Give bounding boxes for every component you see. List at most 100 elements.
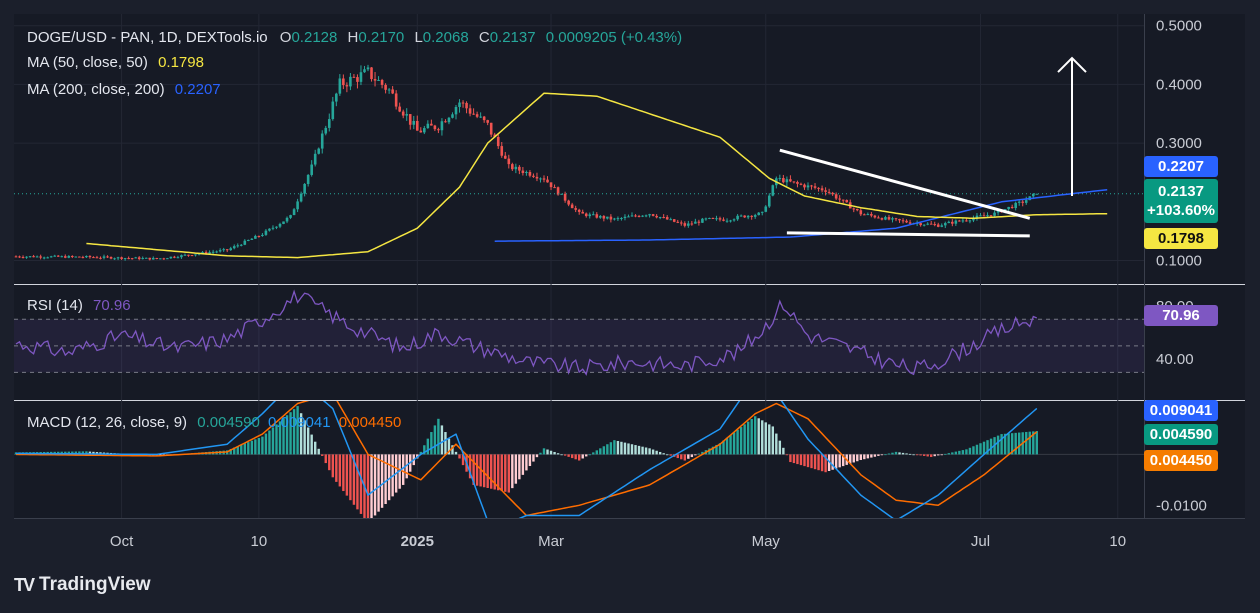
- macd-histogram-bar: [570, 454, 574, 459]
- candle-body: [426, 123, 430, 129]
- price-pane: [14, 64, 1144, 261]
- tradingview-logo-icon: TV: [14, 574, 35, 595]
- candle-body: [28, 256, 32, 258]
- candle-body: [370, 67, 373, 80]
- macd-histogram-bar: [497, 454, 500, 491]
- candle-body: [447, 117, 451, 123]
- candle-body: [648, 214, 651, 216]
- ma50-legend[interactable]: MA (50, close, 50) 0.1798: [27, 54, 204, 72]
- macd-histogram-bar: [732, 432, 736, 455]
- macd-axis-label: -0.0100: [1156, 497, 1207, 514]
- candle-body: [250, 238, 254, 240]
- macd-histogram-bar: [697, 453, 701, 455]
- symbol-label[interactable]: DOGE/USD - PAN, 1D, DEXTools.io: [27, 29, 268, 46]
- macd-histogram-bar: [620, 441, 623, 455]
- candle-body: [257, 235, 261, 237]
- last-price-value: 0.2137: [1158, 183, 1204, 200]
- rsi-legend[interactable]: RSI (14) 70.96: [27, 297, 131, 315]
- macd-histogram-bar: [676, 454, 679, 459]
- ma200-tag-value: 0.2207: [1158, 158, 1204, 175]
- macd-histogram-bar: [556, 453, 560, 455]
- macd-histogram-bar: [982, 441, 986, 455]
- macd-histogram-bar: [989, 438, 993, 455]
- candle-body: [405, 114, 409, 116]
- candle-body: [465, 102, 468, 109]
- ma200-legend[interactable]: MA (200, close, 200) 0.2207: [27, 81, 221, 99]
- candle-body: [954, 220, 958, 224]
- resistance-trendline[interactable]: [779, 148, 1031, 220]
- macd-histogram-bar: [708, 448, 711, 455]
- macd-histogram-bar: [74, 451, 78, 455]
- candle-body: [204, 252, 208, 254]
- macd-histogram-bar: [602, 446, 606, 455]
- ma200-line[interactable]: [494, 188, 1108, 242]
- macd-histogram-bar: [578, 454, 581, 461]
- macd-line-price-tag: 0.009041: [1144, 400, 1218, 421]
- macd-histogram-bar: [687, 454, 690, 459]
- macd-histogram-bar: [655, 450, 658, 455]
- candle-body: [141, 258, 145, 260]
- macd-histogram-bar: [683, 454, 686, 461]
- candle-body: [690, 223, 694, 225]
- candle-body: [366, 67, 370, 70]
- candle-body: [1035, 193, 1039, 195]
- macd-histogram-bar: [563, 454, 567, 456]
- candle-body: [525, 172, 528, 174]
- macd-histogram-bar: [616, 440, 620, 455]
- candle-body: [169, 256, 173, 259]
- candle-body: [665, 217, 669, 220]
- time-axis-label: Oct: [110, 533, 134, 550]
- macd-histogram-bar: [282, 418, 285, 455]
- macd-histogram-bar: [92, 451, 95, 455]
- macd-histogram-bar: [891, 452, 894, 455]
- macd-histogram-bar: [958, 450, 961, 455]
- candle-body: [644, 215, 648, 217]
- candle-body: [778, 178, 782, 180]
- macd-histogram-bar: [525, 454, 528, 471]
- rsi-line[interactable]: [15, 289, 1038, 376]
- macd-histogram-bar: [366, 454, 370, 518]
- tradingview-brand[interactable]: TV TradingView: [14, 574, 151, 596]
- macd-histogram-bar: [81, 451, 85, 455]
- macd-histogram-bar: [472, 454, 475, 485]
- support-trendline[interactable]: [786, 231, 1030, 238]
- ma50-line[interactable]: [86, 92, 1108, 259]
- candle-body: [320, 133, 324, 149]
- macd-histogram-bar: [1035, 431, 1038, 455]
- macd-legend[interactable]: MACD (12, 26, close, 9) 0.004590 0.00904…: [27, 414, 401, 432]
- macd-histogram-bar: [782, 447, 785, 455]
- candle-body: [672, 219, 676, 222]
- macd-histogram-bar: [877, 454, 880, 456]
- candle-body: [18, 256, 21, 258]
- macd-line[interactable]: [16, 378, 1038, 531]
- candle-body: [247, 239, 250, 241]
- macd-histogram-bar: [922, 454, 926, 456]
- macd-histogram-bar: [567, 454, 570, 457]
- macd-histogram-bar: [328, 454, 331, 471]
- candle-body: [102, 256, 106, 258]
- macd-histogram-bar: [419, 451, 422, 455]
- macd-histogram-bar: [817, 454, 820, 471]
- candle-body: [771, 185, 775, 196]
- candle-body: [236, 245, 240, 247]
- candle-body: [599, 216, 602, 218]
- candle-body: [95, 257, 99, 259]
- candle-body: [296, 201, 299, 210]
- candle-body: [479, 116, 482, 118]
- macd-histogram-bar: [314, 441, 317, 455]
- candle-body: [85, 256, 88, 258]
- macd-histogram-bar: [317, 448, 320, 455]
- candle-body: [155, 257, 159, 259]
- macd-histogram-bar: [637, 445, 641, 455]
- candle-body: [468, 108, 472, 114]
- candle-body: [855, 208, 859, 211]
- macd-histogram-bar: [518, 454, 521, 480]
- macd-histogram-bar: [651, 449, 655, 455]
- candle-body: [67, 256, 71, 258]
- macd-histogram-bar: [296, 406, 299, 455]
- candle-body: [380, 80, 384, 85]
- axes: 0.50000.40000.30000.100080.0040.00-0.010…: [110, 18, 1207, 550]
- candle-body: [116, 257, 120, 259]
- macd-histogram-bar: [880, 454, 884, 456]
